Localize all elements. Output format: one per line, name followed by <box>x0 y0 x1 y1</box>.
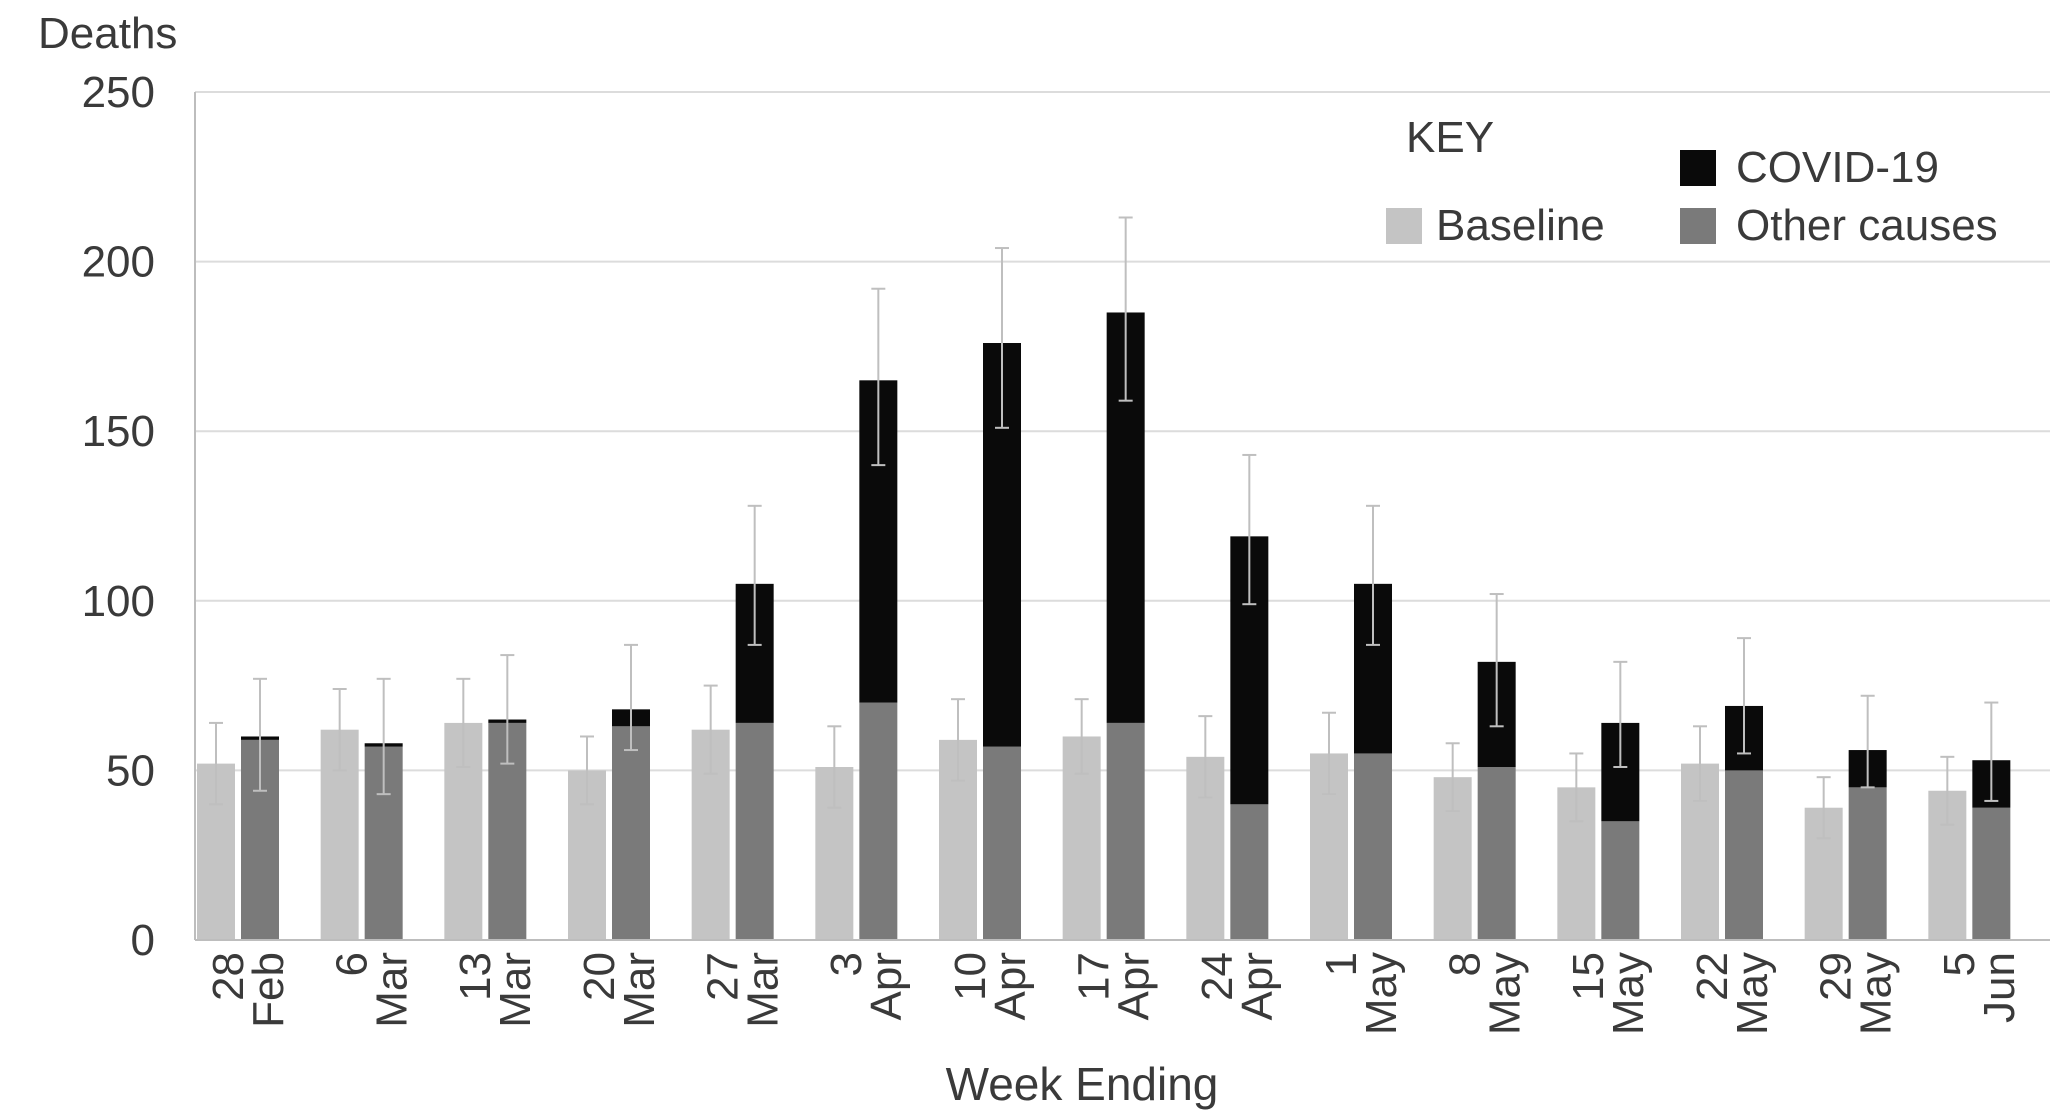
error-baseline-13 <box>1816 776 1831 840</box>
x-tick-month-14: Jun <box>1975 952 2024 1023</box>
x-tick-day-0: 28 <box>204 952 253 1001</box>
x-tick-month-13: May <box>1852 952 1901 1035</box>
error-baseline-12 <box>1693 725 1707 802</box>
x-tick-month-6: Apr <box>986 952 1035 1020</box>
error-total-6 <box>995 247 1009 429</box>
error-total-8 <box>1242 453 1257 606</box>
y-tick-labels: 0 50 100 150 200 250 <box>82 68 155 965</box>
x-tick-day-6: 10 <box>946 952 995 1001</box>
error-bars <box>209 216 1999 840</box>
y-axis-label: Deaths <box>38 9 177 58</box>
bar-other-3 <box>612 726 650 940</box>
error-total-5 <box>871 287 886 467</box>
x-tick-month-9: May <box>1357 952 1406 1035</box>
bar-other-9 <box>1354 753 1392 940</box>
x-axis-label: Week Ending <box>946 1058 1219 1110</box>
x-tick-month-11: May <box>1604 952 1653 1035</box>
error-baseline-4 <box>703 684 718 775</box>
bar-other-14 <box>1972 807 2011 940</box>
x-tick-month-2: Mar <box>491 952 540 1028</box>
x-tick-day-3: 20 <box>575 952 624 1001</box>
error-baseline-7 <box>1074 698 1089 775</box>
x-tick-day-4: 27 <box>699 952 748 1001</box>
bar-other-13 <box>1848 787 1887 940</box>
x-tick-day-2: 13 <box>451 952 500 1001</box>
legend-label-covid: COVID-19 <box>1736 143 1939 192</box>
bar-other-12 <box>1725 770 1763 940</box>
error-total-11 <box>1613 660 1628 769</box>
legend-label-baseline: Baseline <box>1436 201 1605 250</box>
x-tick-day-13: 29 <box>1812 952 1861 1001</box>
legend-swatch-other <box>1680 208 1716 244</box>
error-total-0 <box>253 677 267 792</box>
x-tick-month-0: Feb <box>244 952 293 1028</box>
y-tick-200: 200 <box>82 238 155 287</box>
y-tick-100: 100 <box>82 577 155 626</box>
error-baseline-1 <box>332 687 347 772</box>
legend-label-other: Other causes <box>1736 201 1998 250</box>
x-tick-month-12: May <box>1728 952 1777 1035</box>
error-total-13 <box>1860 694 1875 789</box>
error-total-4 <box>747 504 762 646</box>
x-tick-month-1: Mar <box>368 952 417 1028</box>
error-total-3 <box>624 643 638 752</box>
error-total-14 <box>1984 701 1999 802</box>
x-tick-day-11: 15 <box>1564 952 1613 1001</box>
error-total-7 <box>1118 216 1133 402</box>
legend-title: KEY <box>1406 113 1494 162</box>
bar-other-7 <box>1106 722 1145 940</box>
error-baseline-5 <box>827 725 842 809</box>
x-tick-day-9: 1 <box>1317 952 1366 976</box>
y-tick-150: 150 <box>82 407 155 456</box>
error-baseline-9 <box>1322 711 1336 796</box>
x-tick-day-7: 17 <box>1070 952 1119 1001</box>
x-tick-month-5: Apr <box>862 952 911 1020</box>
x-tick-day-8: 24 <box>1193 952 1242 1001</box>
x-tick-month-7: Apr <box>1110 952 1159 1020</box>
error-baseline-3 <box>580 735 594 806</box>
bar-other-4 <box>735 722 774 940</box>
error-baseline-6 <box>951 698 965 782</box>
bars <box>197 312 2011 940</box>
error-baseline-14 <box>1940 755 1955 826</box>
y-tick-0: 0 <box>131 916 155 965</box>
legend-swatch-covid <box>1680 150 1716 186</box>
x-tick-day-10: 8 <box>1441 952 1490 976</box>
legend: KEY COVID-19 Baseline Other causes <box>1386 113 1998 250</box>
x-tick-month-8: Apr <box>1233 952 1282 1020</box>
x-tick-day-5: 3 <box>822 952 871 976</box>
error-total-12 <box>1737 637 1751 755</box>
error-baseline-0 <box>209 721 223 806</box>
bar-other-6 <box>983 746 1021 940</box>
y-tick-50: 50 <box>106 746 155 795</box>
error-baseline-2 <box>456 677 471 769</box>
legend-swatch-baseline <box>1386 208 1422 244</box>
error-baseline-10 <box>1445 742 1460 813</box>
bar-other-10 <box>1477 767 1516 940</box>
x-tick-day-1: 6 <box>328 952 377 976</box>
error-total-10 <box>1489 593 1504 728</box>
bar-other-5 <box>859 702 898 940</box>
x-tick-month-3: Mar <box>615 952 664 1028</box>
error-total-9 <box>1366 504 1380 646</box>
y-tick-250: 250 <box>82 68 155 117</box>
error-baseline-11 <box>1569 752 1584 823</box>
bar-other-11 <box>1601 821 1640 940</box>
x-tick-month-4: Mar <box>739 952 788 1028</box>
x-tick-day-12: 22 <box>1688 952 1737 1001</box>
bar-other-8 <box>1230 804 1269 940</box>
error-total-1 <box>376 677 391 796</box>
x-tick-day-14: 5 <box>1935 952 1984 976</box>
x-tick-month-10: May <box>1481 952 1530 1035</box>
error-baseline-8 <box>1198 715 1213 799</box>
error-total-2 <box>500 654 515 765</box>
